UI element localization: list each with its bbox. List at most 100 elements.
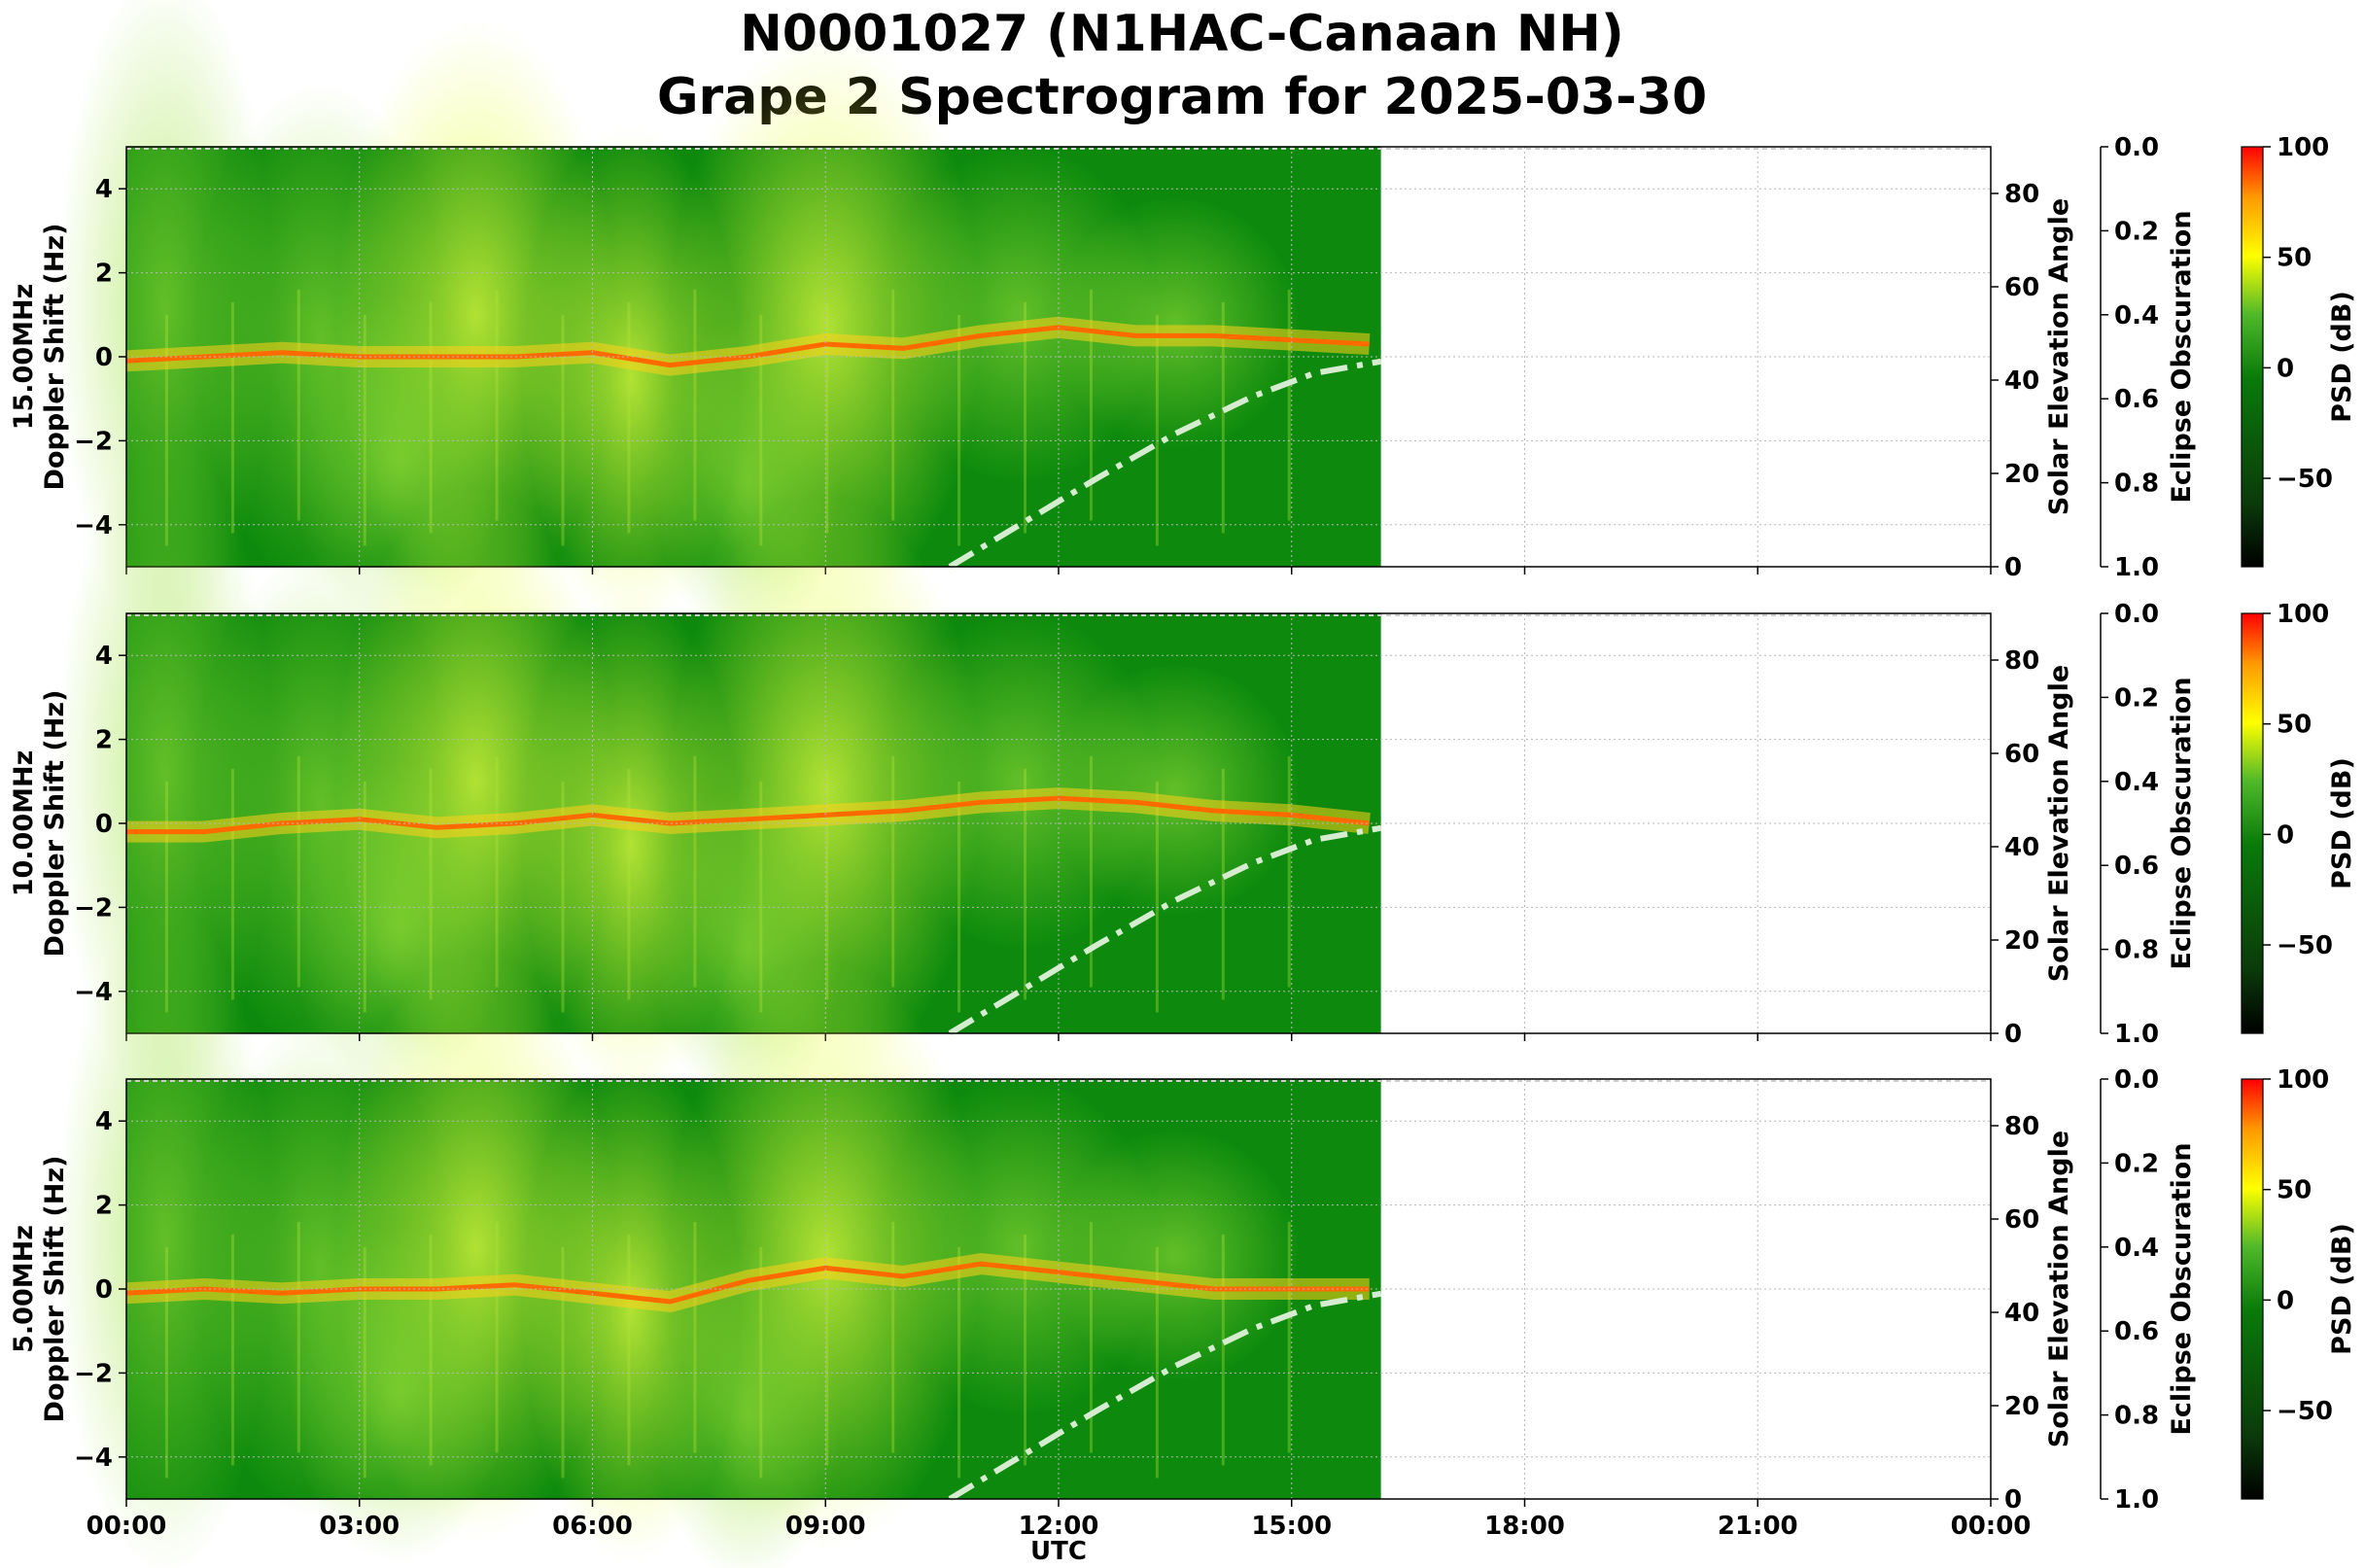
vertical-streak bbox=[363, 781, 366, 1013]
colorbar-tick-label: 100 bbox=[2277, 600, 2329, 629]
x-tick-label: 12:00 bbox=[1019, 1512, 1099, 1541]
eclipse-tick-label: 0.4 bbox=[2114, 301, 2159, 331]
eclipse-tick-label: 0.6 bbox=[2114, 385, 2159, 414]
vertical-streak bbox=[957, 314, 961, 546]
spectral-spread-7 bbox=[289, 1226, 507, 1562]
solar-tick-label: 60 bbox=[2004, 1205, 2039, 1235]
colorbar-tick-label: 50 bbox=[2277, 244, 2312, 273]
vertical-streak bbox=[1287, 289, 1291, 521]
solar-tick-label: 80 bbox=[2004, 180, 2039, 209]
vertical-streak bbox=[693, 755, 697, 988]
solar-tick-label: 40 bbox=[2004, 1299, 2039, 1328]
vertical-streak bbox=[825, 301, 829, 534]
eclipse-tick-label: 0.4 bbox=[2114, 768, 2159, 797]
vertical-streak bbox=[957, 1246, 961, 1479]
vertical-streak bbox=[429, 301, 433, 534]
colorbar bbox=[2241, 1078, 2264, 1500]
eclipse-tick-label: 0.2 bbox=[2114, 1149, 2159, 1178]
signal-trace bbox=[126, 795, 1370, 835]
vertical-streak bbox=[230, 301, 234, 534]
spectral-spread-6 bbox=[1051, 196, 1300, 450]
colorbar-label: PSD (dB) bbox=[2327, 1223, 2357, 1355]
vertical-streak bbox=[164, 1246, 168, 1479]
vertical-streak bbox=[1089, 755, 1093, 988]
vertical-streak bbox=[495, 755, 499, 988]
vertical-streak bbox=[759, 1246, 763, 1479]
eclipse-tick-label: 0.8 bbox=[2114, 936, 2159, 965]
colorbar-label: PSD (dB) bbox=[2327, 757, 2357, 889]
colorbar-tick-label: −50 bbox=[2277, 465, 2333, 494]
vertical-streak bbox=[1221, 301, 1225, 534]
vertical-streak bbox=[1155, 314, 1159, 546]
colorbar-tick-label: −50 bbox=[2277, 1397, 2333, 1426]
y-tick-label: −2 bbox=[74, 1359, 113, 1388]
y-tick-label: 4 bbox=[95, 1107, 113, 1136]
x-tick-label: 21:00 bbox=[1718, 1512, 1798, 1541]
panel-5.00mhz: 420−2−45.00MHz Doppler Shift (Hz)02040608… bbox=[9, 902, 2357, 1568]
y-axis-label: Doppler Shift (Hz) bbox=[40, 224, 70, 491]
solar-elevation-axis-label: Solar Elevation Angle bbox=[2044, 1131, 2074, 1447]
vertical-streak bbox=[1155, 1246, 1159, 1479]
x-axis-label: UTC bbox=[1030, 1537, 1087, 1566]
x-tick-label: 03:00 bbox=[319, 1512, 400, 1541]
spectral-spread-6 bbox=[1051, 1129, 1300, 1382]
y-tick-label: −2 bbox=[74, 893, 113, 923]
solar-tick-label: 60 bbox=[2004, 740, 2039, 769]
solar-elevation-axis-label: Solar Elevation Angle bbox=[2044, 198, 2074, 515]
vertical-streak bbox=[891, 755, 895, 988]
vertical-streak bbox=[363, 314, 366, 546]
vertical-streak bbox=[1024, 1234, 1027, 1466]
eclipse-tick-label: 0.0 bbox=[2114, 133, 2159, 162]
solar-tick-label: 40 bbox=[2004, 366, 2039, 396]
colorbar bbox=[2241, 146, 2264, 568]
vertical-streak bbox=[1221, 768, 1225, 1000]
vertical-streak bbox=[495, 289, 499, 521]
solar-tick-label: 60 bbox=[2004, 273, 2039, 302]
vertical-streak bbox=[825, 1234, 829, 1466]
signal-trace bbox=[125, 325, 1370, 368]
vertical-streak bbox=[1024, 301, 1027, 534]
eclipse-tick-label: 0.8 bbox=[2114, 1402, 2159, 1431]
vertical-streak bbox=[891, 289, 895, 521]
vertical-streak bbox=[627, 768, 631, 1000]
colorbar-tick-label: 0 bbox=[2277, 1286, 2294, 1315]
x-tick-label: 00:00 bbox=[1951, 1512, 2032, 1541]
vertical-streak bbox=[957, 781, 961, 1013]
spectral-spread-6 bbox=[1051, 663, 1300, 917]
colorbar-tick-label: 0 bbox=[2277, 354, 2294, 383]
x-tick-label: 09:00 bbox=[785, 1512, 866, 1541]
vertical-streak bbox=[1221, 1234, 1225, 1466]
panel-frequency-label: 10.00MHz bbox=[9, 750, 39, 897]
solar-tick-label: 0 bbox=[2004, 1485, 2022, 1515]
eclipse-tick-label: 0.2 bbox=[2114, 683, 2159, 713]
vertical-streak bbox=[429, 1234, 433, 1466]
eclipse-obscuration-axis-label: Eclipse Obscuration bbox=[2167, 210, 2197, 503]
colorbar-tick-label: 100 bbox=[2277, 133, 2329, 162]
solar-tick-label: 20 bbox=[2004, 926, 2039, 956]
colorbar-tick-label: 50 bbox=[2277, 1176, 2312, 1205]
x-tick-label: 15:00 bbox=[1251, 1512, 1332, 1541]
vertical-streak bbox=[1024, 768, 1027, 1000]
y-tick-label: 0 bbox=[95, 1275, 113, 1305]
eclipse-tick-label: 0.0 bbox=[2114, 600, 2159, 629]
y-tick-label: 4 bbox=[95, 642, 113, 671]
y-axis-label: Doppler Shift (Hz) bbox=[40, 1156, 70, 1423]
eclipse-obscuration-axis-label: Eclipse Obscuration bbox=[2167, 677, 2197, 969]
vertical-streak bbox=[1089, 1221, 1093, 1453]
eclipse-obscuration-axis-label: Eclipse Obscuration bbox=[2167, 1142, 2197, 1435]
eclipse-tick-label: 1.0 bbox=[2114, 553, 2159, 582]
eclipse-tick-label: 0.0 bbox=[2114, 1065, 2159, 1095]
x-tick-label: 18:00 bbox=[1484, 1512, 1565, 1541]
vertical-streak bbox=[495, 1221, 499, 1453]
vertical-streak bbox=[825, 768, 829, 1000]
vertical-streak bbox=[230, 768, 234, 1000]
vertical-streak bbox=[627, 1234, 631, 1466]
vertical-streak bbox=[296, 289, 300, 521]
vertical-streak bbox=[561, 1246, 565, 1479]
vertical-streak bbox=[561, 314, 565, 546]
eclipse-tick-label: 0.2 bbox=[2114, 217, 2159, 246]
y-axis-label: Doppler Shift (Hz) bbox=[40, 690, 70, 958]
solar-tick-label: 80 bbox=[2004, 1112, 2039, 1141]
